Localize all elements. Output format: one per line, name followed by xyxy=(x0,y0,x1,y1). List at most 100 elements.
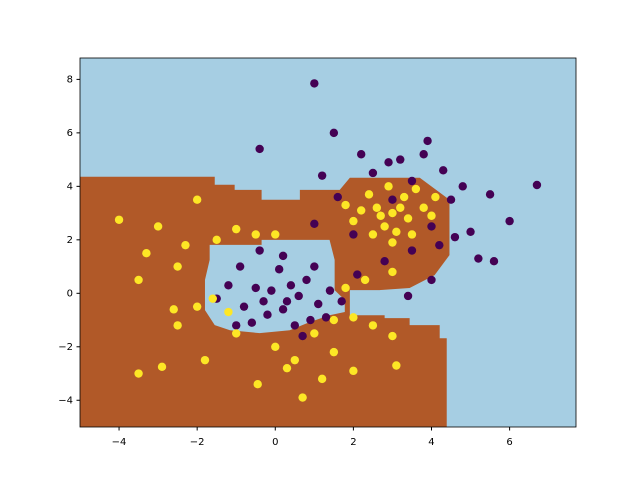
point xyxy=(388,238,397,247)
point xyxy=(294,291,303,301)
point xyxy=(192,195,202,204)
point xyxy=(278,305,288,314)
point xyxy=(298,331,307,341)
point xyxy=(368,230,378,239)
point xyxy=(282,297,292,306)
axes-frame xyxy=(79,57,577,428)
point xyxy=(153,222,163,231)
point xyxy=(321,313,331,322)
point xyxy=(349,313,358,322)
point xyxy=(298,393,307,402)
point xyxy=(329,128,339,138)
point xyxy=(310,329,319,338)
point xyxy=(427,211,436,220)
point xyxy=(282,363,292,373)
y-tick-label: 0 xyxy=(67,288,73,299)
point xyxy=(181,240,190,250)
x-tick-label: −2 xyxy=(190,437,205,448)
point xyxy=(446,195,456,204)
point xyxy=(396,155,405,164)
point xyxy=(224,281,233,290)
point xyxy=(423,136,432,146)
point xyxy=(419,150,428,159)
point xyxy=(235,262,245,271)
point xyxy=(142,248,151,258)
point xyxy=(314,299,323,309)
point xyxy=(290,355,300,365)
y-tick-label: −4 xyxy=(58,395,73,406)
x-tick-label: 2 xyxy=(350,437,356,448)
point xyxy=(134,275,143,285)
point xyxy=(278,251,288,261)
point xyxy=(407,176,417,186)
point xyxy=(407,246,417,255)
point xyxy=(317,374,327,384)
point xyxy=(212,235,221,245)
point xyxy=(341,283,350,293)
point xyxy=(239,302,249,311)
point xyxy=(310,219,319,228)
point xyxy=(458,182,467,191)
point xyxy=(356,150,366,159)
point xyxy=(474,254,483,263)
point xyxy=(388,195,397,204)
point xyxy=(349,366,358,376)
point xyxy=(208,294,217,303)
point xyxy=(380,257,389,266)
point xyxy=(173,262,182,271)
point xyxy=(439,166,448,175)
point xyxy=(372,203,382,212)
point xyxy=(310,79,319,88)
point xyxy=(232,224,241,234)
point xyxy=(173,321,182,330)
point xyxy=(325,286,335,295)
point xyxy=(255,144,264,154)
point xyxy=(157,362,167,372)
point xyxy=(310,262,319,271)
point xyxy=(349,216,358,226)
point xyxy=(450,232,460,242)
x-tick-label: 0 xyxy=(272,437,278,448)
y-tick-label: 4 xyxy=(67,181,73,192)
point xyxy=(114,215,124,224)
point xyxy=(247,318,257,327)
point xyxy=(392,361,401,370)
point xyxy=(419,203,428,212)
point xyxy=(329,347,339,357)
point xyxy=(224,307,233,317)
point xyxy=(380,222,389,231)
x-tick-label: −4 xyxy=(112,437,127,448)
point xyxy=(271,342,280,351)
point xyxy=(192,302,202,311)
point xyxy=(407,230,417,239)
point xyxy=(384,158,393,167)
point xyxy=(251,230,260,239)
point xyxy=(341,200,350,210)
point xyxy=(466,227,475,237)
point xyxy=(388,267,397,277)
point xyxy=(353,270,362,279)
point xyxy=(290,321,300,330)
point xyxy=(274,265,284,274)
point xyxy=(431,192,440,202)
point xyxy=(271,230,280,239)
point xyxy=(302,275,311,285)
point xyxy=(232,329,241,338)
y-tick-label: −2 xyxy=(58,342,73,353)
point xyxy=(368,168,378,178)
point xyxy=(396,203,405,212)
point xyxy=(360,275,370,285)
point xyxy=(403,291,413,301)
point xyxy=(485,190,495,199)
x-tick-label: 6 xyxy=(506,437,512,448)
point xyxy=(489,257,499,266)
point xyxy=(427,222,436,231)
point xyxy=(200,355,210,365)
point xyxy=(399,192,409,202)
point xyxy=(384,182,393,191)
point xyxy=(505,216,514,226)
point xyxy=(255,246,264,255)
point xyxy=(267,286,276,295)
point xyxy=(232,321,241,330)
